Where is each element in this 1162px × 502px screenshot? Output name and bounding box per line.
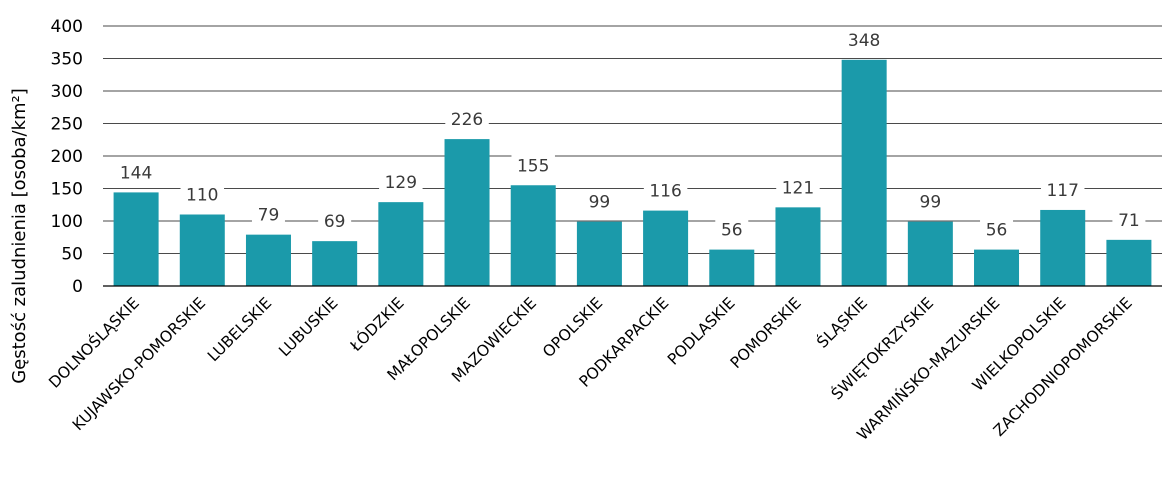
- data-label-bg: [842, 28, 886, 51]
- data-labels: 144 110 79 69 129 226 155 99 116 56 121 348 99 56 117 7…: [114, 28, 1146, 241]
- bar: [974, 249, 1020, 286]
- y-axis-label: Gęstość zaludnienia [osoba/km²]: [9, 88, 30, 384]
- data-label-bg: [776, 176, 820, 199]
- x-tick-label: LUBUSKIE: [275, 294, 341, 360]
- data-label-bg: [1112, 208, 1146, 231]
- data-label: 110: [186, 186, 218, 206]
- data-label: 56: [986, 221, 1008, 241]
- bar: [1040, 209, 1086, 286]
- data-label-bg: [1040, 178, 1085, 201]
- bar: [113, 192, 159, 286]
- y-tick-label: 100: [51, 212, 83, 232]
- data-label-bg: [715, 218, 749, 241]
- data-label: 348: [848, 31, 880, 51]
- data-label-bg: [582, 190, 616, 213]
- data-label: 121: [782, 178, 814, 198]
- data-label-bg: [318, 210, 352, 233]
- data-label: 155: [517, 156, 549, 176]
- bar: [245, 234, 291, 286]
- data-label-bg: [445, 108, 489, 131]
- data-label-bg: [643, 179, 688, 202]
- data-label: 144: [120, 163, 152, 183]
- data-label-bg: [180, 183, 225, 206]
- x-tick-label: ŁÓDZKIE: [345, 293, 407, 355]
- data-label: 117: [1046, 181, 1078, 201]
- y-tick-label: 150: [51, 180, 83, 200]
- y-tick-label: 0: [72, 277, 83, 297]
- y-tick-label: 300: [51, 82, 83, 102]
- y-tick-label: 400: [51, 17, 83, 37]
- x-tick-label: ŚLĄSKIE: [813, 293, 871, 351]
- bar: [312, 241, 358, 286]
- data-label: 99: [920, 193, 942, 213]
- data-label-bg: [379, 171, 423, 194]
- bar: [709, 249, 755, 286]
- data-label: 116: [649, 182, 681, 202]
- x-tick-label: POMORSKIE: [727, 294, 805, 372]
- data-label: 129: [385, 173, 417, 193]
- data-label: 79: [258, 206, 280, 226]
- y-tick-label: 50: [61, 245, 83, 265]
- x-tick-label: OPOLSKIE: [539, 294, 606, 361]
- bar: [444, 139, 490, 286]
- data-label: 226: [451, 110, 483, 130]
- y-tick-label: 350: [51, 50, 83, 70]
- bar: [907, 221, 953, 286]
- bar: [179, 214, 225, 286]
- bars: [113, 59, 1152, 286]
- data-label-bg: [114, 161, 158, 184]
- bar: [841, 59, 887, 286]
- x-tick-label: LUBELSKIE: [204, 294, 275, 365]
- x-tick-label: KUJAWSKO-POMORSKIE: [69, 294, 209, 434]
- data-label-bg: [511, 154, 555, 177]
- data-label: 71: [1118, 211, 1140, 231]
- data-label: 69: [324, 212, 346, 232]
- data-label: 56: [721, 221, 743, 241]
- data-label: 99: [589, 193, 611, 213]
- data-label-bg: [251, 203, 285, 226]
- bar: [775, 207, 821, 286]
- y-axis-ticks: 0 50 100 150 200 250 300 350 400: [51, 17, 83, 297]
- y-tick-label: 200: [51, 147, 83, 167]
- data-label-bg: [913, 190, 947, 213]
- y-tick-label: 250: [51, 115, 83, 135]
- bar: [643, 210, 689, 286]
- bar: [378, 202, 424, 286]
- bar: [576, 221, 622, 286]
- x-tick-label: WARMIŃSKO-MAZURSKIE: [853, 293, 1004, 444]
- bar: [1106, 239, 1152, 286]
- bar: [510, 185, 556, 286]
- x-tick-label: ZACHODNIOPOMORSKIE: [990, 294, 1136, 440]
- data-label-bg: [980, 218, 1014, 241]
